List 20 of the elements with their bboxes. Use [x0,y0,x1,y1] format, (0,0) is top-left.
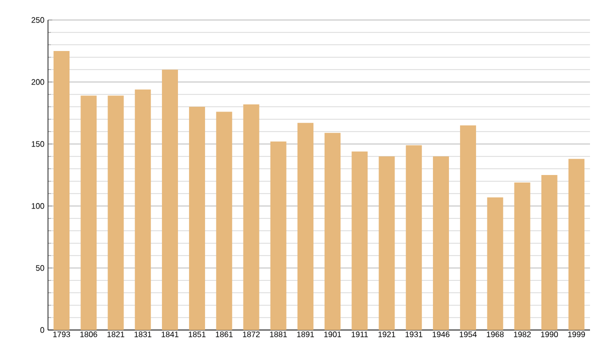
bar [378,156,395,330]
bar [162,70,178,330]
bar [568,158,584,330]
bar [243,104,260,330]
bar [270,142,286,330]
bar [352,151,368,330]
bar [514,182,530,330]
bar [460,125,476,330]
bar [189,106,206,330]
bar [297,122,314,330]
bar [216,112,232,330]
bar [487,197,504,330]
bar [134,89,151,330]
bar [432,156,449,330]
bar [80,96,97,330]
bar [54,50,70,330]
bar [324,132,341,330]
bar [406,145,422,330]
bar [108,96,124,330]
bar [541,174,558,330]
